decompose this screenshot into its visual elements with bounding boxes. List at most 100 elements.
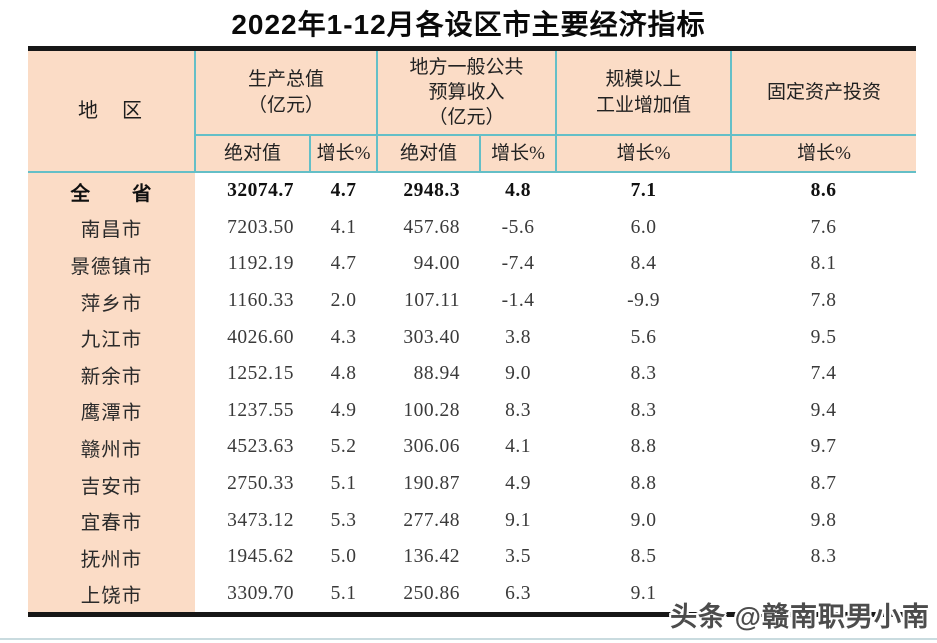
group-header-industry-line1: 规模以上 bbox=[605, 69, 682, 91]
budget-absolute-cell: 94.00 bbox=[413, 253, 461, 275]
group-header-budget: 地方一般公共 预算收入 （亿元） bbox=[376, 51, 558, 136]
industry-growth-cell: 6.0 bbox=[630, 216, 657, 238]
table-row: 吉安市 2750.33 5.1 190.87 4.9 8.8 8.7 bbox=[28, 465, 916, 503]
budget-absolute-cell: 107.11 bbox=[404, 290, 461, 312]
budget-growth-cell: 4.9 bbox=[505, 473, 531, 495]
gdp-growth-cell: 4.9 bbox=[330, 399, 357, 421]
gdp-growth-cell: 5.1 bbox=[330, 582, 357, 604]
investment-growth-cell: 9.8 bbox=[810, 509, 837, 531]
industry-growth-cell: 8.4 bbox=[630, 253, 657, 275]
region-cell: 鹰潭市 bbox=[28, 392, 195, 430]
gdp-absolute-cell: 1160.33 bbox=[227, 290, 294, 312]
subheader-budget-absolute: 绝对值 bbox=[376, 135, 482, 173]
region-cell: 赣州市 bbox=[28, 429, 195, 466]
gdp-absolute-cell: 7203.50 bbox=[227, 216, 294, 238]
gdp-absolute-cell: 1945.62 bbox=[227, 546, 294, 568]
industry-growth-cell: 8.8 bbox=[630, 473, 657, 495]
table-row: 鹰潭市 1237.55 4.9 100.28 8.3 8.3 9.4 bbox=[28, 392, 916, 430]
budget-absolute-cell: 2948.3 bbox=[403, 180, 461, 202]
investment-growth-cell: 8.3 bbox=[810, 546, 837, 568]
industry-growth-cell: 5.6 bbox=[630, 326, 657, 348]
industry-growth-cell: 8.3 bbox=[630, 399, 657, 421]
group-header-investment-line1: 固定资产投资 bbox=[767, 81, 882, 103]
gdp-absolute-cell: 1252.15 bbox=[227, 363, 294, 385]
gdp-absolute-cell: 3473.12 bbox=[227, 509, 294, 531]
column-header-region: 地 区 bbox=[28, 51, 196, 173]
region-cell: 抚州市 bbox=[28, 538, 195, 576]
group-header-industry-line2: 工业增加值 bbox=[596, 94, 692, 116]
investment-growth-cell: 9.7 bbox=[810, 436, 837, 458]
industry-growth-cell: 8.8 bbox=[630, 436, 657, 458]
group-header-gdp: 生产总值 （亿元） bbox=[193, 51, 379, 136]
gdp-absolute-cell: 2750.33 bbox=[227, 473, 294, 495]
budget-growth-cell: -1.4 bbox=[501, 290, 535, 312]
bottom-divider bbox=[0, 638, 937, 640]
budget-growth-cell: 8.3 bbox=[505, 399, 531, 421]
table-row: 全 省 32074.7 4.7 2948.3 4.8 7.1 8.6 bbox=[28, 172, 916, 210]
gdp-growth-cell: 5.1 bbox=[330, 473, 357, 495]
gdp-growth-cell: 4.7 bbox=[330, 180, 357, 202]
gdp-growth-cell: 5.3 bbox=[330, 509, 357, 531]
gdp-growth-cell: 4.3 bbox=[330, 326, 357, 348]
budget-growth-cell: 6.3 bbox=[505, 582, 531, 604]
budget-absolute-cell: 136.42 bbox=[403, 546, 461, 568]
budget-growth-cell: 9.1 bbox=[505, 509, 531, 531]
subheader-gdp-growth: 增长% bbox=[308, 135, 379, 173]
table-row: 抚州市 1945.62 5.0 136.42 3.5 8.5 8.3 bbox=[28, 538, 916, 576]
table-row: 九江市 4026.60 4.3 303.40 3.8 5.6 9.5 bbox=[28, 319, 916, 356]
gdp-growth-cell: 4.1 bbox=[330, 216, 357, 238]
investment-growth-cell: 9.4 bbox=[810, 399, 837, 421]
investment-growth-cell: 7.8 bbox=[810, 290, 837, 312]
gdp-absolute-cell: 1192.19 bbox=[227, 253, 294, 275]
budget-growth-cell: -7.4 bbox=[501, 253, 535, 275]
gdp-absolute-cell: 1237.55 bbox=[227, 399, 294, 421]
budget-growth-cell: 3.5 bbox=[505, 546, 531, 568]
region-cell: 新余市 bbox=[28, 355, 195, 393]
table-row: 萍乡市 1160.33 2.0 107.11 -1.4 -9.9 7.8 bbox=[28, 282, 916, 320]
industry-growth-cell: 7.1 bbox=[630, 180, 657, 202]
region-cell: 九江市 bbox=[28, 319, 195, 356]
table-row: 上饶市 3309.70 5.1 250.86 6.3 9.1 bbox=[28, 575, 916, 613]
region-cell: 宜春市 bbox=[28, 502, 195, 539]
investment-growth-cell: 9.5 bbox=[810, 326, 837, 348]
budget-absolute-cell: 457.68 bbox=[403, 216, 461, 238]
budget-absolute-cell: 100.28 bbox=[403, 399, 461, 421]
industry-growth-cell: 9.1 bbox=[630, 582, 657, 604]
budget-absolute-cell: 190.87 bbox=[403, 473, 461, 495]
table-row: 新余市 1252.15 4.8 88.94 9.0 8.3 7.4 bbox=[28, 355, 916, 393]
region-cell: 景德镇市 bbox=[28, 246, 195, 283]
page-title: 2022年1-12月各设区市主要经济指标 bbox=[231, 9, 706, 40]
table-row: 南昌市 7203.50 4.1 457.68 -5.6 6.0 7.6 bbox=[28, 209, 916, 247]
group-header-gdp-line1: 生产总值 bbox=[248, 69, 325, 91]
budget-absolute-cell: 306.06 bbox=[403, 436, 461, 458]
region-cell: 吉安市 bbox=[28, 465, 195, 503]
budget-growth-cell: 3.8 bbox=[505, 326, 531, 348]
economic-indicators-table: 地 区 生产总值 （亿元） 地方一般公共 预算收入 （亿元） 规模以上 工业增加… bbox=[28, 51, 917, 613]
table-row: 景德镇市 1192.19 4.7 94.00 -7.4 8.4 8.1 bbox=[28, 246, 916, 283]
gdp-absolute-cell: 32074.7 bbox=[227, 180, 294, 202]
industry-growth-cell: 8.5 bbox=[630, 546, 657, 568]
gdp-growth-cell: 5.0 bbox=[330, 546, 357, 568]
group-header-gdp-line2: （亿元） bbox=[248, 94, 325, 116]
budget-absolute-cell: 277.48 bbox=[403, 509, 461, 531]
investment-growth-cell: 8.7 bbox=[810, 473, 837, 495]
gdp-growth-cell: 4.7 bbox=[330, 253, 357, 275]
table-row: 宜春市 3473.12 5.3 277.48 9.1 9.0 9.8 bbox=[28, 502, 916, 539]
industry-growth-cell: 8.3 bbox=[630, 363, 657, 385]
subheader-investment-growth: 增长% bbox=[730, 135, 917, 173]
subheader-budget-growth: 增长% bbox=[479, 135, 558, 173]
investment-growth-cell: 7.6 bbox=[810, 216, 837, 238]
group-header-budget-line2: 预算收入 bbox=[428, 81, 505, 103]
gdp-absolute-cell: 4026.60 bbox=[227, 326, 294, 348]
budget-absolute-cell: 303.40 bbox=[403, 326, 461, 348]
budget-growth-cell: 4.1 bbox=[505, 436, 531, 458]
watermark: 头条 @赣南职男小南 bbox=[670, 602, 930, 632]
industry-growth-cell: 9.0 bbox=[630, 509, 657, 531]
investment-growth-cell: 8.1 bbox=[810, 253, 837, 275]
table-row: 赣州市 4523.63 5.2 306.06 4.1 8.8 9.7 bbox=[28, 429, 916, 466]
investment-growth-cell: 8.6 bbox=[810, 180, 837, 202]
gdp-growth-cell: 2.0 bbox=[330, 290, 357, 312]
subheader-gdp-absolute: 绝对值 bbox=[194, 135, 311, 173]
region-cell: 全 省 bbox=[28, 172, 195, 210]
gdp-absolute-cell: 3309.70 bbox=[227, 582, 294, 604]
